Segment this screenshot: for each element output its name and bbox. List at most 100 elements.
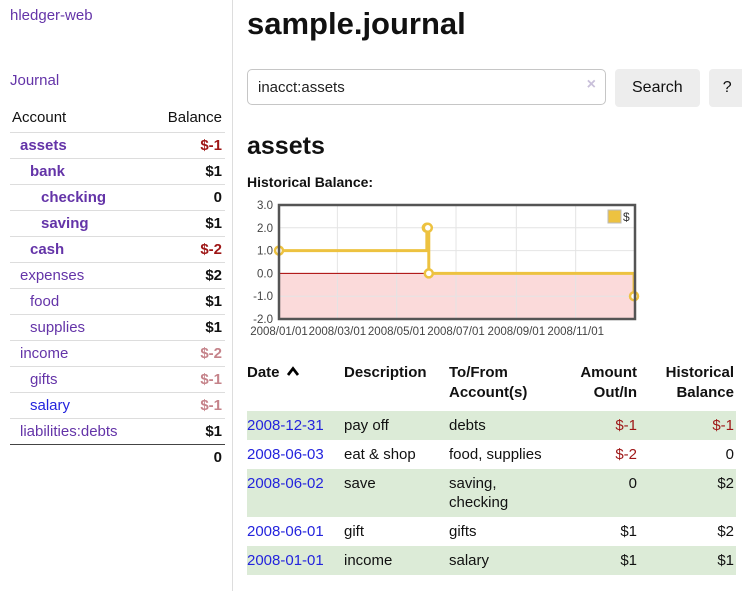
account-balance: $-2 [200, 345, 222, 362]
transaction-accounts-cell: food, supplies [449, 446, 542, 463]
transaction-accounts-cell: debts [449, 417, 486, 434]
search-button[interactable]: Search [615, 69, 700, 107]
plot-border [277, 203, 637, 321]
account-row: assets $-1 [10, 132, 225, 159]
account-link-income[interactable]: income [20, 345, 69, 362]
transaction-balance-cell: 0 [725, 446, 734, 463]
transaction-amount-cell: $-1 [615, 417, 637, 434]
chart-point [422, 222, 434, 234]
account-name-cell: food [10, 289, 149, 315]
account-link-assets[interactable]: assets [20, 137, 67, 154]
register-header-description: Description [344, 364, 427, 381]
register-header-date[interactable]: Date [247, 361, 344, 411]
transaction-date-cell: 2008-01-01 [247, 546, 344, 575]
transaction-balance-cell: $2 [717, 523, 734, 540]
account-link-supplies[interactable]: supplies [30, 319, 86, 336]
register-header-accounts: To/From Account(s) [449, 364, 528, 401]
search-input[interactable] [247, 69, 606, 105]
account-name-cell: checking [10, 185, 149, 211]
account-balance: $1 [205, 163, 222, 180]
account-row: checking 0 [10, 184, 225, 211]
search-form: × Search ? [247, 69, 742, 107]
transaction-description-cell: income [344, 552, 393, 569]
account-balance: $1 [205, 293, 222, 310]
account-link-cash[interactable]: cash [30, 241, 65, 258]
chart-title: Historical Balance: [247, 174, 374, 190]
account-heading: assets [247, 132, 325, 160]
transaction-date-link[interactable]: 2008-06-01 [247, 523, 324, 540]
transaction-date-link[interactable]: 2008-12-31 [247, 417, 324, 434]
account-name-cell: bank [10, 159, 149, 185]
account-name-cell: gifts [10, 367, 149, 393]
account-balance: $-1 [200, 397, 222, 414]
x-tick-label: 2008/05/01 [368, 326, 426, 338]
register-header-amount: Amount Out/In [580, 364, 637, 401]
account-balance: $-2 [200, 241, 222, 258]
search-box: × [247, 69, 606, 107]
account-link-saving[interactable]: saving [41, 215, 89, 232]
legend-swatch [607, 209, 622, 224]
transaction-accounts-cell: salary [449, 552, 490, 569]
account-row: income $-2 [10, 340, 225, 367]
accounts-table: Account Balance assets $-1 bank $1 checking 0… [10, 106, 225, 470]
accounts-header-row: Account Balance [10, 106, 225, 133]
account-row: liabilities:debts $1 [10, 418, 225, 445]
sidebar-item-journal[interactable]: Journal [10, 72, 60, 89]
account-row: gifts $-1 [10, 366, 225, 393]
accounts-header-balance: Balance [167, 109, 222, 126]
account-link-liabilities-debts[interactable]: liabilities:debts [20, 423, 118, 440]
register-row: 2008-06-01 gift gifts $1 $2 [247, 517, 736, 546]
transaction-description-cell: gift [344, 523, 365, 540]
transaction-date-link[interactable]: 2008-01-01 [247, 552, 324, 569]
app-title-link[interactable]: hledger-web [10, 7, 93, 24]
transaction-date-cell: 2008-06-02 [247, 469, 344, 517]
x-tick-label: 2008/09/01 [488, 326, 546, 338]
account-name-cell: income [10, 341, 149, 367]
sidebar: hledger-web Journal Account Balance asse… [0, 0, 233, 591]
y-tick-label: -1.0 [253, 291, 273, 303]
transaction-description-cell: save [344, 475, 376, 492]
account-link-bank[interactable]: bank [30, 163, 66, 180]
register-row: 2008-01-01 income salary $1 $1 [247, 546, 736, 575]
y-tick-label: 3.0 [257, 200, 273, 212]
account-row: food $1 [10, 288, 225, 315]
account-balance: $-1 [200, 371, 222, 388]
register-row: 2008-06-03 eat & shop food, supplies $-2 0 [247, 440, 736, 469]
transaction-amount-cell: $1 [620, 552, 637, 569]
account-row: salary $-1 [10, 392, 225, 419]
register-table: Date Description To/From Account(s) Amou… [247, 361, 736, 575]
account-link-checking[interactable]: checking [41, 189, 107, 206]
register-header-row: Date Description To/From Account(s) Amou… [247, 361, 736, 411]
account-balance: $-1 [200, 137, 222, 154]
transaction-date-link[interactable]: 2008-06-03 [247, 446, 324, 463]
account-balance: $2 [205, 267, 222, 284]
chart-point [423, 268, 435, 279]
transaction-amount-cell: $-2 [615, 446, 637, 463]
account-link-expenses[interactable]: expenses [20, 267, 85, 284]
account-link-food[interactable]: food [30, 293, 60, 310]
main-content: sample.journal × Search ? assets Histori… [233, 0, 742, 591]
clear-search-icon[interactable]: × [586, 76, 596, 93]
y-tick-label: -2.0 [253, 314, 273, 326]
transaction-balance-cell: $-1 [712, 417, 734, 434]
help-button[interactable]: ? [708, 69, 742, 107]
register-header-balance: Historical Balance [665, 364, 734, 401]
account-row: supplies $1 [10, 314, 225, 341]
account-link-salary[interactable]: salary [30, 397, 71, 414]
account-balance: $1 [205, 319, 222, 336]
sort-ascending-icon [286, 366, 299, 376]
account-balance: $1 [205, 215, 222, 232]
legend-label: $ [623, 210, 630, 224]
account-name-cell: salary [10, 393, 149, 419]
account-name-cell: liabilities:debts [10, 419, 149, 445]
transaction-date-link[interactable]: 2008-06-02 [247, 475, 324, 492]
account-link-gifts[interactable]: gifts [30, 371, 58, 388]
account-name-cell: expenses [10, 263, 149, 289]
account-name-cell: assets [10, 133, 149, 159]
y-tick-label: 1.0 [257, 246, 273, 258]
transaction-amount-cell: 0 [628, 475, 637, 492]
transaction-date-cell: 2008-06-01 [247, 517, 344, 546]
y-tick-label: 2.0 [257, 223, 273, 235]
account-balance: 0 [213, 189, 222, 206]
